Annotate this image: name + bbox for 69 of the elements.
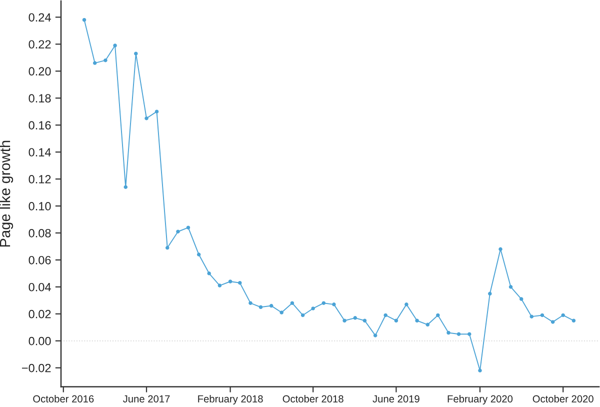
point xyxy=(498,247,502,252)
point xyxy=(384,313,388,318)
point xyxy=(362,318,367,322)
point xyxy=(561,313,565,318)
point xyxy=(468,332,472,336)
point xyxy=(404,302,408,306)
y-tick-label: −0.02 xyxy=(22,364,51,372)
point xyxy=(134,52,138,56)
y-tick-label: 0.22 xyxy=(28,40,51,49)
point xyxy=(280,310,284,314)
point xyxy=(456,332,461,336)
point xyxy=(572,318,576,322)
point xyxy=(353,316,358,320)
point xyxy=(92,61,97,65)
point xyxy=(82,18,86,22)
y-tick-label: 0.24 xyxy=(28,13,51,22)
point xyxy=(540,313,544,318)
x-tick-label: June 2017 xyxy=(122,395,170,402)
point xyxy=(186,226,190,230)
point xyxy=(176,230,180,234)
y-tick-label: 0.00 xyxy=(28,336,51,346)
point xyxy=(104,58,108,62)
x-tick-label: October 2018 xyxy=(282,395,344,402)
y-tick-label: 0.04 xyxy=(28,282,51,292)
point xyxy=(322,301,326,305)
y-tick-label: 0.18 xyxy=(28,94,51,102)
point xyxy=(218,284,222,288)
point xyxy=(238,280,242,285)
y-tick-label: 0.16 xyxy=(28,121,51,130)
y-tick-label: 0.08 xyxy=(28,228,51,238)
point xyxy=(342,318,346,322)
y-tick-label: 0.10 xyxy=(28,202,51,210)
y-tick-label: 0.06 xyxy=(28,256,51,264)
point xyxy=(154,110,159,114)
point xyxy=(228,280,232,284)
point xyxy=(394,318,398,322)
point xyxy=(300,313,305,318)
point xyxy=(508,285,513,289)
point xyxy=(519,297,524,301)
point xyxy=(530,314,534,318)
point xyxy=(426,322,430,327)
point xyxy=(144,116,148,120)
point xyxy=(436,313,440,318)
x-tick-label: October 2020 xyxy=(532,395,594,402)
point xyxy=(415,318,419,322)
point xyxy=(478,368,482,372)
point xyxy=(332,302,336,306)
point xyxy=(113,44,117,48)
point xyxy=(290,301,294,305)
x-tick-label: February 2020 xyxy=(448,395,513,404)
point xyxy=(258,305,263,310)
point xyxy=(196,252,201,256)
point xyxy=(488,292,492,296)
point xyxy=(550,320,555,324)
point xyxy=(269,304,274,308)
y-tick-label: 0.20 xyxy=(28,67,51,76)
x-tick-label: October 2016 xyxy=(33,395,94,402)
point xyxy=(373,334,378,338)
y-tick-label: 0.12 xyxy=(28,175,51,184)
point xyxy=(124,185,128,189)
x-tick-label: June 2019 xyxy=(372,395,420,402)
y-tick-label: 0.14 xyxy=(28,148,51,156)
point xyxy=(207,272,211,276)
x-tick-label: February 2018 xyxy=(198,395,263,404)
point xyxy=(446,330,450,335)
point xyxy=(165,246,170,250)
point xyxy=(311,306,315,310)
point xyxy=(248,301,252,305)
y-tick-label: 0.02 xyxy=(28,310,51,318)
